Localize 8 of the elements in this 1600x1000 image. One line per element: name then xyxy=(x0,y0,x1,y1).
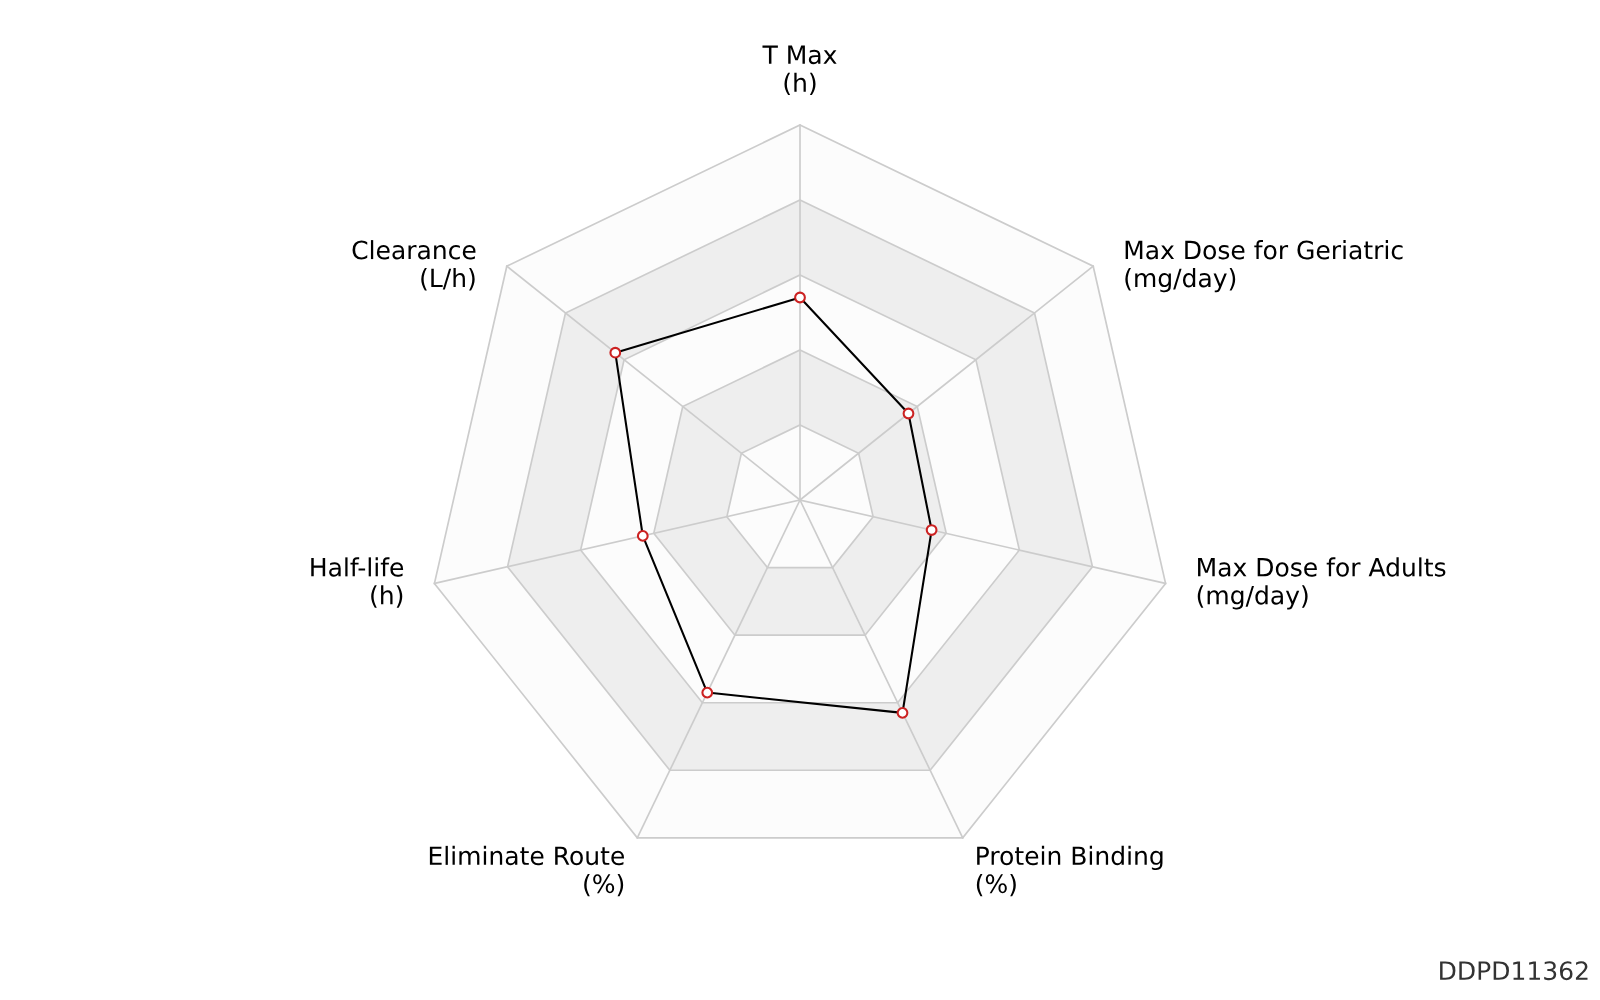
spoke-label: T Max (h) xyxy=(762,45,837,96)
spoke-label: Max Dose for Adults (mg/day) xyxy=(1197,557,1446,610)
text: DDPD11362 xyxy=(1440,961,1588,981)
spoke-label: Eliminate Route (%) xyxy=(429,845,624,897)
spoke-label: Protein Binding (%) xyxy=(976,845,1163,897)
spoke-label: Clearance (L/h) xyxy=(352,240,476,291)
spoke-label: Max Dose for Geriatric (mg/day) xyxy=(1125,240,1403,293)
spoke-label: Half-life (h) xyxy=(311,557,404,608)
